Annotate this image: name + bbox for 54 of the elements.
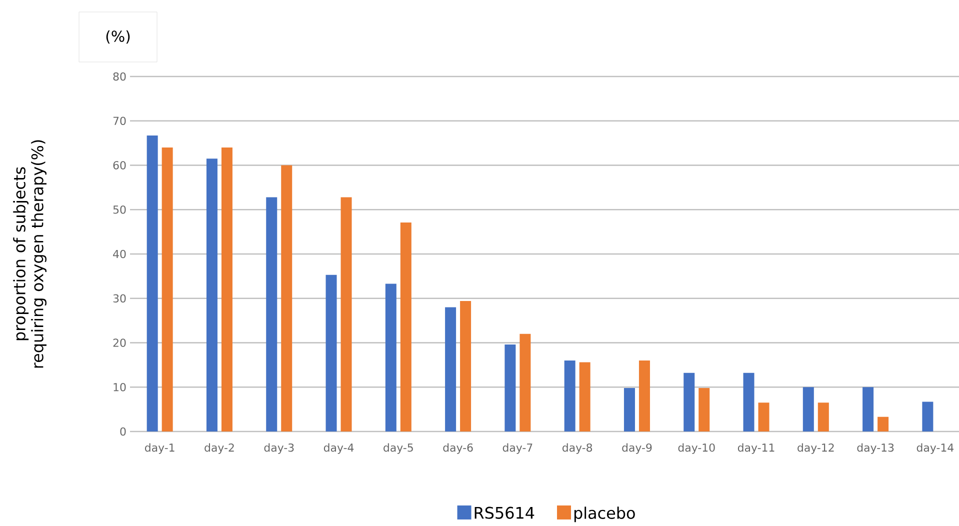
x-tick-label: day-8: [562, 443, 592, 454]
x-tick-label: day-10: [678, 443, 715, 454]
bar: [862, 387, 874, 432]
x-tick-label: day-14: [916, 443, 954, 454]
bar: [579, 362, 590, 432]
y-tick-label: 40: [113, 250, 126, 258]
bar: [624, 388, 635, 432]
x-tick-label: day-6: [443, 443, 473, 454]
x-tick-label: day-7: [502, 443, 532, 454]
y-tick-label: 30: [113, 294, 126, 303]
bar: [818, 402, 829, 432]
x-tick-label: day-12: [798, 443, 834, 454]
bar: [445, 307, 456, 432]
y-tick-label: 20: [113, 338, 126, 347]
bar: [460, 301, 472, 432]
bar: [802, 387, 814, 432]
bar: [146, 136, 158, 432]
bar: [684, 372, 695, 432]
x-tick-label: day-2: [204, 443, 234, 454]
x-tick-label: day-1: [144, 443, 174, 454]
bar: [281, 165, 292, 432]
bar: [400, 222, 412, 432]
bar: [504, 344, 516, 432]
bar: [206, 158, 218, 432]
legend-label: placebo: [574, 506, 635, 522]
x-tick-label: day-3: [264, 443, 294, 454]
y-axis-title: proportion of subjects requiring oxygen therapy(%): [13, 140, 46, 368]
bar: [385, 284, 396, 432]
x-tick-label: day-4: [324, 443, 354, 454]
x-tick-label: day-13: [857, 443, 894, 454]
bar: [758, 402, 770, 432]
bar: [638, 360, 650, 432]
x-tick-label: day-5: [384, 443, 413, 454]
bar: [922, 402, 934, 432]
bar: [266, 197, 278, 432]
y-tick-label: 60: [113, 161, 126, 170]
bar: [698, 388, 710, 432]
bar: [564, 360, 576, 432]
legend-label: RS5614: [474, 506, 534, 519]
y-tick-label: 0: [120, 427, 126, 436]
bar: [326, 274, 337, 432]
y-tick-label: 70: [113, 116, 126, 126]
bar: [162, 147, 173, 432]
bar: [340, 197, 352, 432]
bar: [520, 334, 531, 432]
text: (%): [106, 30, 130, 44]
y-tick-label: 10: [114, 382, 126, 392]
y-tick-label: 50: [113, 205, 126, 214]
y-tick-label: 80: [113, 72, 126, 81]
bar: [743, 372, 754, 432]
bar: [221, 147, 232, 432]
bar: [878, 416, 889, 432]
x-tick-label: day-11: [738, 443, 774, 454]
x-tick-label: day-9: [622, 443, 652, 454]
